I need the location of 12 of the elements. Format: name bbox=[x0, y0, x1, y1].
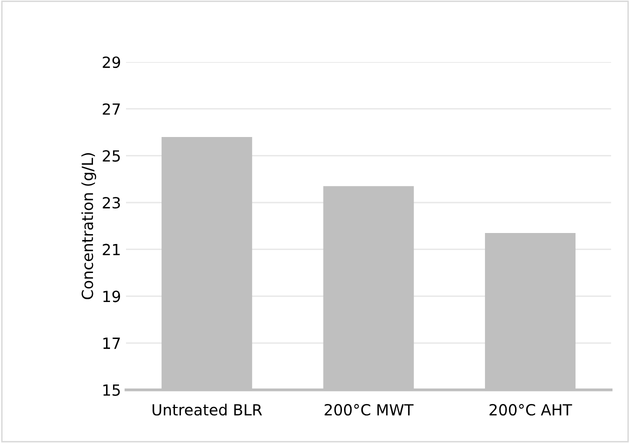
x-tick-label: 200°C MWT bbox=[324, 404, 414, 416]
y-tick-label: 17 bbox=[103, 338, 120, 349]
y-tick-label: 29 bbox=[102, 56, 120, 68]
y-tick-label: 21 bbox=[102, 244, 120, 256]
y-axis-title: Concentration (g/L) bbox=[81, 153, 96, 300]
x-tick-label: 200°C AHT bbox=[490, 404, 572, 416]
y-tick-label: 23 bbox=[102, 196, 120, 209]
y-tick-label: 27 bbox=[102, 103, 120, 115]
y-tick-label: 19 bbox=[103, 290, 120, 302]
y-tick-label: 25 bbox=[102, 150, 120, 162]
x-tick-label: Untreated BLR bbox=[152, 404, 262, 416]
y-tick-label: 15 bbox=[103, 384, 120, 396]
